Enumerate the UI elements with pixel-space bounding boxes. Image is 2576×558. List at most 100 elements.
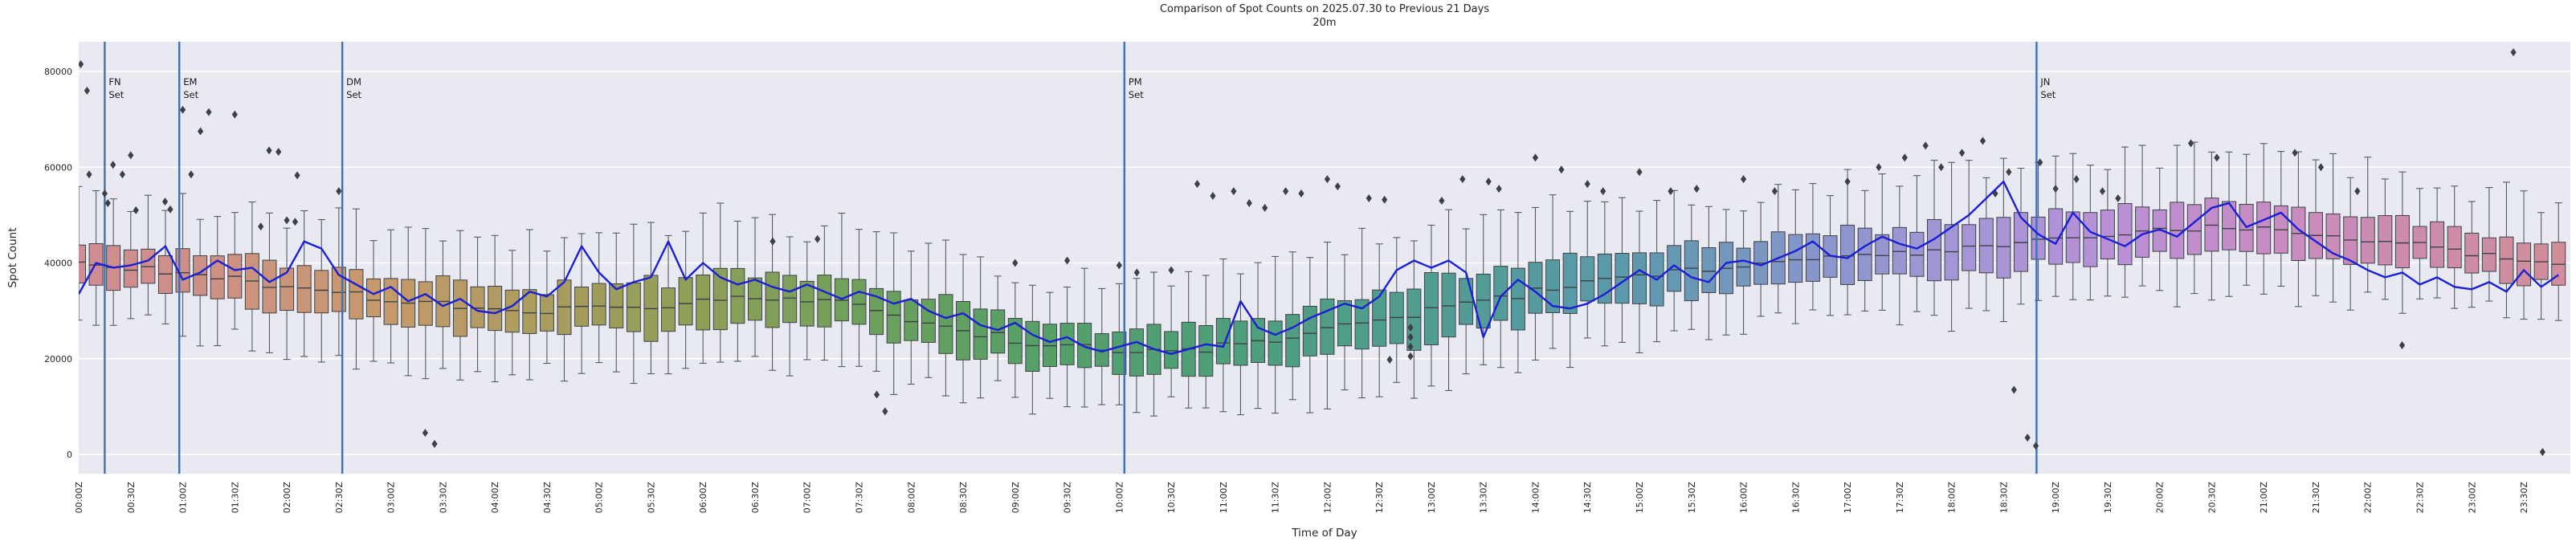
svg-text:20:30Z: 20:30Z bbox=[2207, 482, 2217, 514]
box bbox=[1701, 246, 1717, 293]
svg-text:21:00Z: 21:00Z bbox=[2259, 482, 2269, 514]
svg-text:11:30Z: 11:30Z bbox=[1271, 482, 1281, 514]
svg-text:04:00Z: 04:00Z bbox=[490, 482, 500, 514]
sunset-label: PM bbox=[1129, 76, 1142, 88]
svg-text:22:00Z: 22:00Z bbox=[2363, 482, 2374, 514]
box bbox=[1580, 256, 1595, 302]
box bbox=[314, 270, 329, 314]
box bbox=[1962, 224, 1977, 271]
box bbox=[696, 275, 711, 331]
plot-area bbox=[79, 42, 2570, 474]
box-plots bbox=[79, 141, 2566, 417]
svg-text:06:30Z: 06:30Z bbox=[750, 482, 761, 514]
box bbox=[522, 289, 537, 334]
svg-text:03:30Z: 03:30Z bbox=[438, 482, 448, 514]
sunset-label: Set bbox=[1129, 89, 1144, 100]
box bbox=[1909, 231, 1925, 277]
svg-text:23:30Z: 23:30Z bbox=[2519, 482, 2529, 514]
box bbox=[1684, 240, 1699, 302]
box bbox=[539, 294, 554, 332]
box bbox=[280, 267, 295, 312]
box bbox=[1840, 224, 1855, 285]
box bbox=[938, 294, 953, 354]
box bbox=[2343, 216, 2358, 265]
box bbox=[1493, 266, 1508, 321]
svg-text:19:30Z: 19:30Z bbox=[2103, 482, 2113, 514]
svg-text:08:30Z: 08:30Z bbox=[958, 482, 969, 514]
svg-text:60000: 60000 bbox=[44, 162, 72, 173]
box bbox=[2083, 212, 2098, 267]
box bbox=[2517, 242, 2532, 287]
svg-text:07:30Z: 07:30Z bbox=[855, 482, 865, 514]
box bbox=[2256, 202, 2272, 255]
box bbox=[799, 280, 814, 327]
box bbox=[1025, 320, 1040, 373]
box bbox=[782, 275, 798, 324]
box bbox=[678, 277, 693, 326]
box bbox=[973, 308, 988, 360]
svg-text:17:30Z: 17:30Z bbox=[1895, 482, 1905, 514]
svg-text:01:30Z: 01:30Z bbox=[230, 482, 240, 514]
svg-text:18:30Z: 18:30Z bbox=[1998, 482, 2009, 514]
svg-text:03:00Z: 03:00Z bbox=[386, 482, 397, 514]
chart-subtitle: 20m bbox=[1312, 17, 1337, 29]
svg-text:00:30Z: 00:30Z bbox=[126, 482, 137, 514]
box bbox=[990, 309, 1006, 354]
box bbox=[262, 259, 277, 314]
svg-text:16:30Z: 16:30Z bbox=[1790, 482, 1801, 514]
box bbox=[1632, 252, 1647, 304]
box bbox=[1112, 331, 1127, 375]
y-axis-label: Spot Count bbox=[6, 227, 19, 288]
box bbox=[1164, 331, 1179, 369]
box bbox=[869, 287, 884, 336]
box bbox=[1198, 324, 1214, 377]
box bbox=[1233, 320, 1248, 366]
svg-text:12:30Z: 12:30Z bbox=[1374, 482, 1385, 514]
gridlines bbox=[79, 71, 2570, 455]
box bbox=[1406, 288, 1422, 351]
svg-text:0: 0 bbox=[67, 450, 72, 460]
box bbox=[2100, 210, 2115, 260]
box bbox=[2447, 226, 2462, 269]
box bbox=[1372, 289, 1387, 347]
svg-text:06:00Z: 06:00Z bbox=[698, 482, 708, 514]
x-axis-label: Time of Day bbox=[1292, 527, 1357, 540]
box bbox=[1215, 318, 1231, 365]
box bbox=[418, 281, 433, 326]
box bbox=[2048, 208, 2064, 265]
svg-text:20000: 20000 bbox=[44, 354, 72, 365]
svg-text:09:30Z: 09:30Z bbox=[1063, 482, 1073, 514]
box bbox=[817, 275, 832, 328]
box bbox=[1337, 300, 1352, 347]
svg-text:19:00Z: 19:00Z bbox=[2051, 482, 2061, 514]
sunset-label: FN bbox=[108, 76, 120, 88]
box bbox=[349, 269, 364, 320]
box bbox=[1476, 273, 1491, 329]
box bbox=[921, 299, 936, 343]
box bbox=[1268, 320, 1283, 366]
box bbox=[851, 279, 867, 325]
box bbox=[609, 283, 624, 328]
y-tick-labels: 0 20000 40000 60000 80000 bbox=[44, 67, 72, 460]
svg-text:09:00Z: 09:00Z bbox=[1010, 482, 1021, 514]
sunset-label: Set bbox=[108, 89, 124, 100]
box bbox=[904, 299, 919, 341]
svg-text:01:00Z: 01:00Z bbox=[178, 482, 189, 514]
svg-text:18:00Z: 18:00Z bbox=[1947, 482, 1958, 514]
svg-text:13:00Z: 13:00Z bbox=[1427, 482, 1437, 514]
chart-title: Comparison of Spot Counts on 2025.07.30 … bbox=[1159, 3, 1490, 15]
box bbox=[1320, 298, 1335, 355]
box bbox=[1285, 314, 1300, 368]
box bbox=[2394, 214, 2410, 269]
box bbox=[1805, 233, 1820, 282]
box bbox=[79, 244, 86, 283]
svg-text:14:00Z: 14:00Z bbox=[1530, 482, 1541, 514]
sunset-label: JN bbox=[2039, 76, 2050, 88]
svg-text:04:30Z: 04:30Z bbox=[542, 482, 553, 514]
svg-text:21:30Z: 21:30Z bbox=[2311, 482, 2321, 514]
svg-text:12:00Z: 12:00Z bbox=[1322, 482, 1333, 514]
box bbox=[2481, 237, 2496, 272]
